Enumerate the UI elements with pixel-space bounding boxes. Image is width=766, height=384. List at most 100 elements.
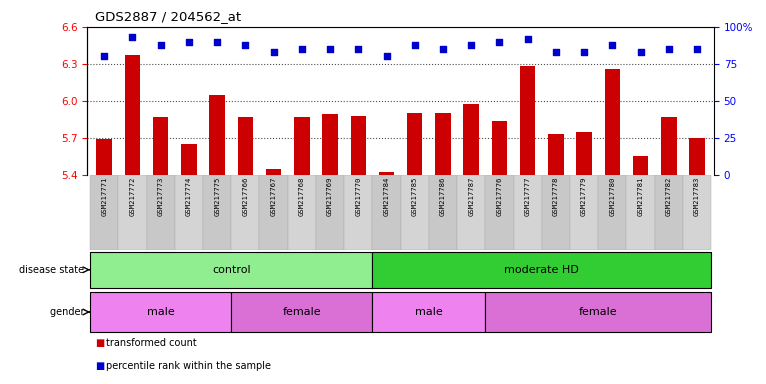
Bar <box>231 175 260 250</box>
Bar <box>655 175 683 250</box>
Bar <box>231 292 372 332</box>
Text: GSM217766: GSM217766 <box>242 177 248 216</box>
Text: GSM217783: GSM217783 <box>694 177 700 216</box>
Bar <box>598 175 627 250</box>
Point <box>493 39 506 45</box>
Bar <box>548 134 564 175</box>
Point <box>296 46 308 52</box>
Text: ■: ■ <box>95 338 104 348</box>
Bar <box>175 175 203 250</box>
Bar <box>153 117 169 175</box>
Point <box>239 41 251 48</box>
Bar <box>125 55 140 175</box>
Bar <box>542 175 570 250</box>
Text: GSM217779: GSM217779 <box>581 177 587 216</box>
Bar <box>486 175 513 250</box>
Text: GSM217774: GSM217774 <box>186 177 192 216</box>
Point <box>183 39 195 45</box>
Point <box>408 41 421 48</box>
Text: GSM217786: GSM217786 <box>440 177 446 216</box>
Text: transformed count: transformed count <box>106 338 197 348</box>
Text: GSM217780: GSM217780 <box>609 177 615 216</box>
Bar <box>203 175 231 250</box>
Text: male: male <box>147 307 175 317</box>
Point <box>267 49 280 55</box>
Bar <box>372 252 711 288</box>
Point <box>663 46 675 52</box>
Bar <box>351 116 366 175</box>
Bar <box>344 175 372 250</box>
Bar <box>486 292 711 332</box>
Bar <box>627 175 655 250</box>
Bar <box>661 117 676 175</box>
Bar <box>689 138 705 175</box>
Point <box>126 34 139 40</box>
Point <box>324 46 336 52</box>
Bar <box>372 175 401 250</box>
Text: GSM217777: GSM217777 <box>525 177 531 216</box>
Point <box>550 49 562 55</box>
Text: GSM217776: GSM217776 <box>496 177 502 216</box>
Text: male: male <box>415 307 443 317</box>
Bar <box>378 172 394 175</box>
Text: GSM217768: GSM217768 <box>299 177 305 216</box>
Bar <box>322 114 338 175</box>
Text: GSM217769: GSM217769 <box>327 177 333 216</box>
Text: GDS2887 / 204562_at: GDS2887 / 204562_at <box>95 10 241 23</box>
Bar <box>401 175 429 250</box>
Text: GSM217771: GSM217771 <box>101 177 107 216</box>
Bar <box>429 175 457 250</box>
Bar <box>146 175 175 250</box>
Text: disease state: disease state <box>19 265 87 275</box>
Bar <box>294 117 309 175</box>
Point <box>522 36 534 42</box>
Text: female: female <box>283 307 321 317</box>
Point <box>211 39 223 45</box>
Bar <box>372 292 486 332</box>
Point <box>465 41 477 48</box>
Bar <box>90 175 119 250</box>
Bar <box>633 156 648 175</box>
Point <box>352 46 365 52</box>
Bar <box>260 175 288 250</box>
Bar <box>604 69 620 175</box>
Text: ■: ■ <box>95 361 104 371</box>
Bar <box>182 144 197 175</box>
Bar <box>119 175 146 250</box>
Text: GSM217770: GSM217770 <box>355 177 362 216</box>
Text: moderate HD: moderate HD <box>504 265 579 275</box>
Text: percentile rank within the sample: percentile rank within the sample <box>106 361 271 371</box>
Text: GSM217784: GSM217784 <box>384 177 389 216</box>
Bar <box>209 94 225 175</box>
Bar <box>435 113 450 175</box>
Point <box>98 53 110 60</box>
Text: GSM217772: GSM217772 <box>129 177 136 216</box>
Text: GSM217775: GSM217775 <box>214 177 220 216</box>
Bar <box>463 104 479 175</box>
Point <box>691 46 703 52</box>
Bar <box>97 139 112 175</box>
Point <box>155 41 167 48</box>
Text: gender: gender <box>50 307 87 317</box>
Point <box>578 49 591 55</box>
Text: GSM217781: GSM217781 <box>637 177 643 216</box>
Text: GSM217767: GSM217767 <box>270 177 277 216</box>
Bar <box>316 175 344 250</box>
Text: GSM217778: GSM217778 <box>553 177 559 216</box>
Text: control: control <box>212 265 250 275</box>
Bar <box>492 121 507 175</box>
Bar <box>237 117 253 175</box>
Bar <box>457 175 486 250</box>
Bar <box>407 113 423 175</box>
Bar <box>288 175 316 250</box>
Text: GSM217773: GSM217773 <box>158 177 164 216</box>
Point <box>634 49 647 55</box>
Bar <box>513 175 542 250</box>
Bar <box>683 175 711 250</box>
Bar <box>520 66 535 175</box>
Bar <box>90 252 372 288</box>
Text: GSM217782: GSM217782 <box>666 177 672 216</box>
Point <box>381 53 393 60</box>
Point <box>606 41 618 48</box>
Text: GSM217785: GSM217785 <box>412 177 417 216</box>
